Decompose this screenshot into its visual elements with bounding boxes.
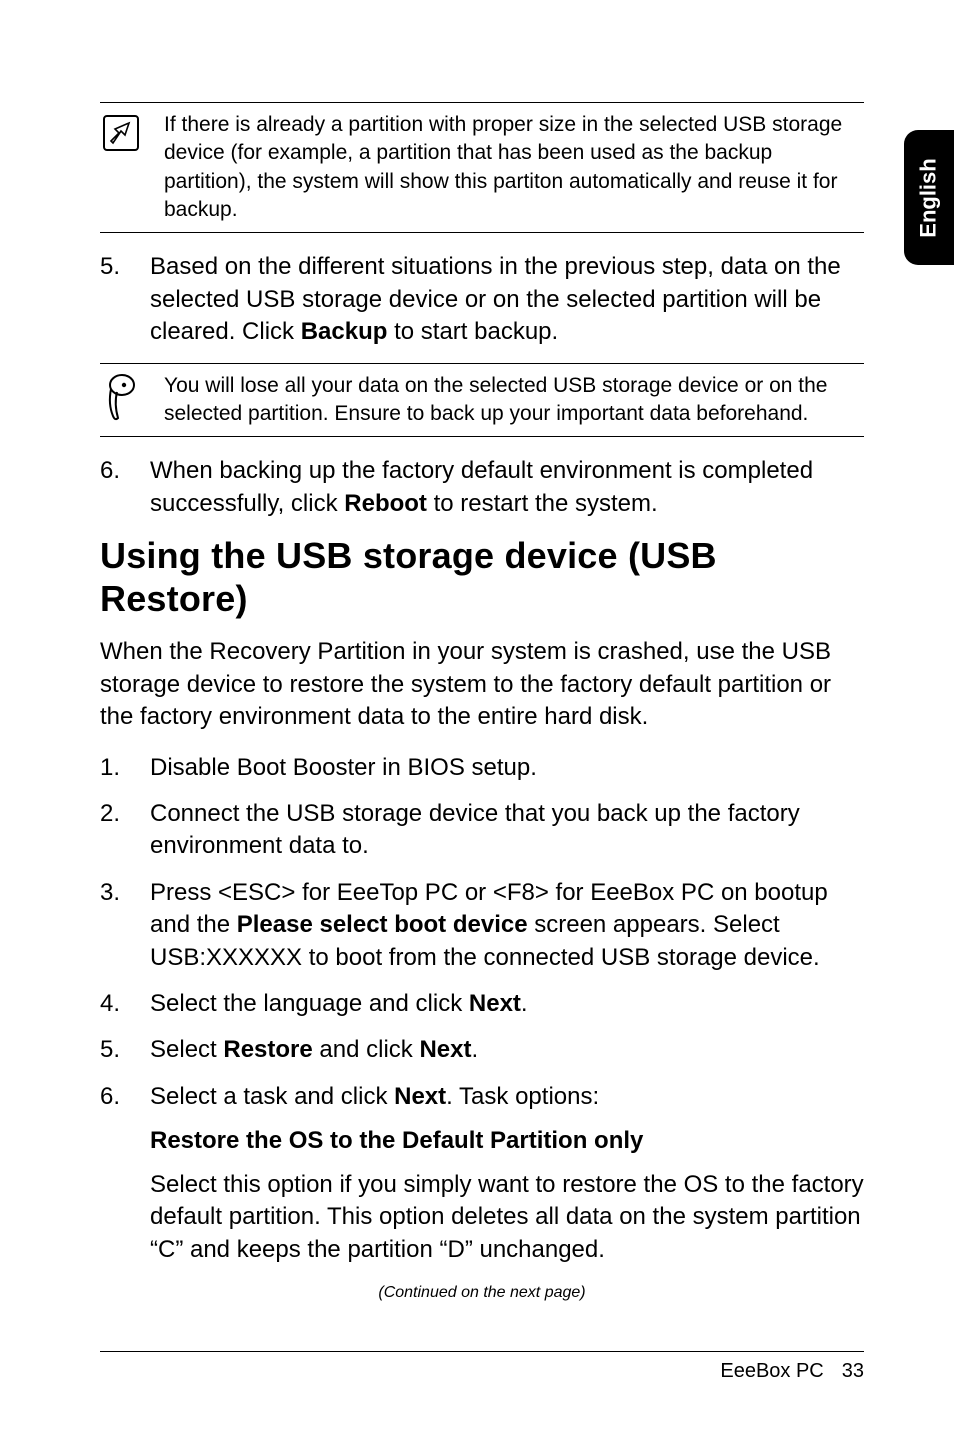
step-body: Select Restore and click Next. <box>150 1034 864 1066</box>
step-number: 6. <box>100 1081 122 1113</box>
list-item-2: 2. Connect the USB storage device that y… <box>100 798 864 863</box>
list-item-5: 5. Select Restore and click Next. <box>100 1034 864 1066</box>
step-5: 5. Based on the different situations in … <box>100 251 864 348</box>
note-icon <box>100 111 142 153</box>
footer-title: EeeBox PC <box>720 1360 823 1383</box>
text: . <box>521 990 528 1017</box>
option-paragraph: Select this option if you simply want to… <box>150 1169 864 1266</box>
text: Select <box>150 1036 223 1063</box>
step-body: Select the language and click Next. <box>150 988 864 1020</box>
note-text-top: If there is already a partition with pro… <box>164 111 864 224</box>
step-body: Disable Boot Booster in BIOS setup. <box>150 752 864 784</box>
step-number: 4. <box>100 988 122 1020</box>
tip-icon <box>100 372 142 426</box>
step-body: When backing up the factory default envi… <box>150 455 864 520</box>
text: and click <box>313 1036 420 1063</box>
page-footer: EeeBox PC 33 <box>100 1351 864 1383</box>
list-item-6: 6. Select a task and click Next. Task op… <box>100 1081 864 1113</box>
page-content: If there is already a partition with pro… <box>0 0 954 1438</box>
option-block: Restore the OS to the Default Partition … <box>150 1127 864 1266</box>
bold-text: Please select boot device <box>237 911 528 938</box>
text: to start backup. <box>387 318 558 345</box>
step-body: Connect the USB storage device that you … <box>150 798 864 863</box>
bold-text: Next <box>469 990 521 1017</box>
footer-page-number: 33 <box>842 1360 864 1383</box>
tip-block: You will lose all your data on the selec… <box>100 363 864 438</box>
text: to restart the system. <box>427 490 658 517</box>
tip-text: You will lose all your data on the selec… <box>164 372 864 429</box>
text: . Task options: <box>446 1083 599 1110</box>
continued-note: (Continued on the next page) <box>100 1284 864 1302</box>
bold-text: Next <box>419 1036 471 1063</box>
bold-text: Restore <box>223 1036 312 1063</box>
step-body: Based on the different situations in the… <box>150 251 864 348</box>
bold-text: Next <box>394 1083 446 1110</box>
step-number: 5. <box>100 251 122 348</box>
text: . <box>472 1036 479 1063</box>
step-body: Select a task and click Next. Task optio… <box>150 1081 864 1113</box>
option-heading: Restore the OS to the Default Partition … <box>150 1127 864 1155</box>
step-body: Press <ESC> for EeeTop PC or <F8> for Ee… <box>150 877 864 974</box>
bold-text: Backup <box>301 318 388 345</box>
list-item-4: 4. Select the language and click Next. <box>100 988 864 1020</box>
list-item-1: 1. Disable Boot Booster in BIOS setup. <box>100 752 864 784</box>
bold-text: Reboot <box>344 490 427 517</box>
note-block-top: If there is already a partition with pro… <box>100 102 864 233</box>
text: Select the language and click <box>150 990 469 1017</box>
text: Select a task and click <box>150 1083 394 1110</box>
step-number: 1. <box>100 752 122 784</box>
list-item-3: 3. Press <ESC> for EeeTop PC or <F8> for… <box>100 877 864 974</box>
section-heading: Using the USB storage device (USB Restor… <box>100 534 864 620</box>
step-number: 6. <box>100 455 122 520</box>
step-number: 5. <box>100 1034 122 1066</box>
step-number: 3. <box>100 877 122 974</box>
intro-paragraph: When the Recovery Partition in your syst… <box>100 636 864 733</box>
step-6a: 6. When backing up the factory default e… <box>100 455 864 520</box>
step-number: 2. <box>100 798 122 863</box>
